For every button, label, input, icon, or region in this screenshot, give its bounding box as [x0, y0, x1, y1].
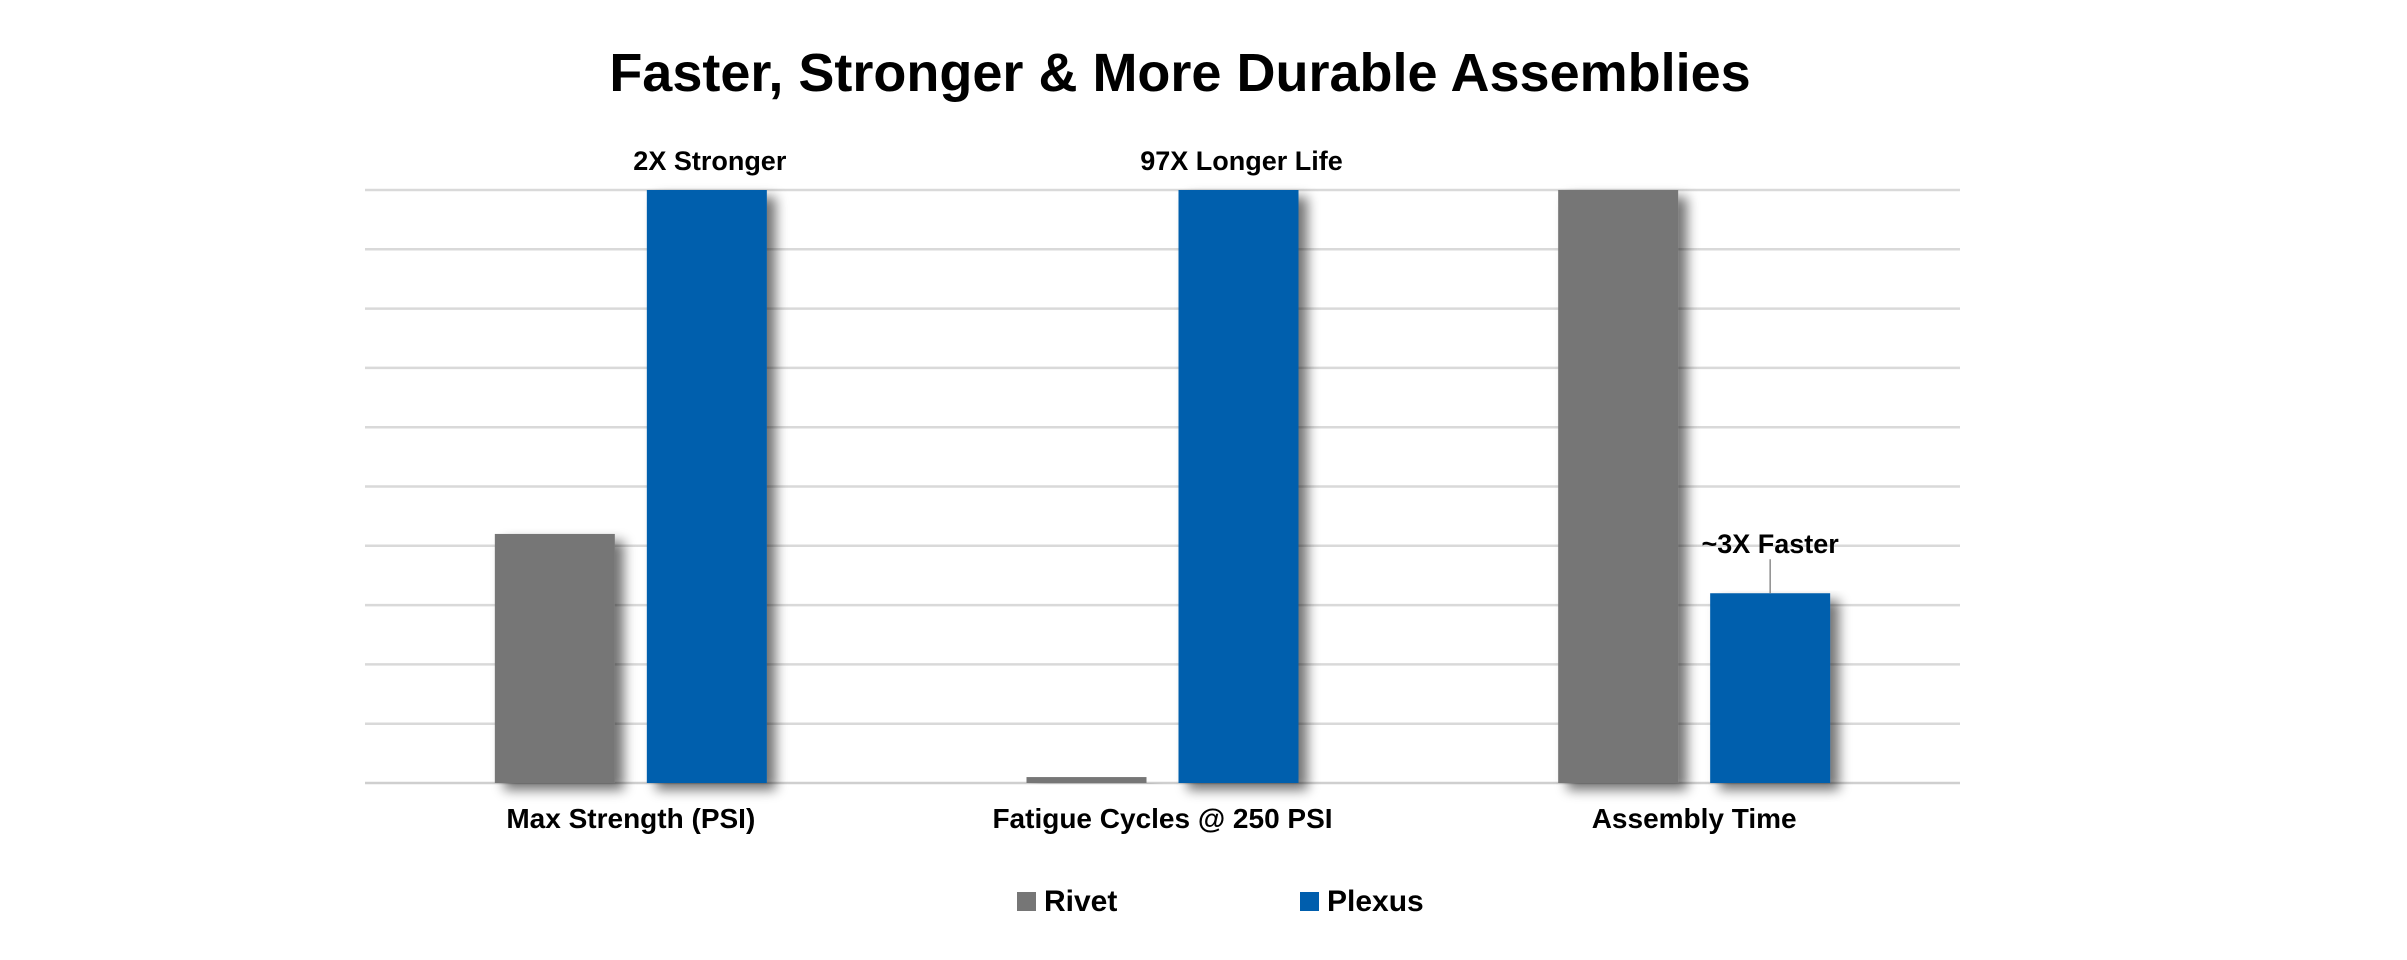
category-labels: Max Strength (PSI) Fatigue Cycles @ 250 P…: [506, 803, 1796, 834]
category-label: Assembly Time: [1592, 803, 1797, 834]
bar-plexus-max-strength-psi: [646, 190, 767, 783]
bar-plexus-fatigue-cycles-250-psi: [1178, 190, 1299, 783]
data-label: ~3X Faster: [1701, 529, 1839, 559]
legend-item-plexus: Plexus: [1300, 885, 1424, 918]
legend-label: Plexus: [1327, 885, 1424, 918]
legend: Rivet Plexus: [1017, 885, 1424, 918]
category-label: Fatigue Cycles @ 250 PSI: [992, 803, 1332, 834]
data-label: 2X Stronger: [633, 146, 787, 176]
bar-rivet-fatigue-cycles-250-psi: [1026, 777, 1147, 783]
data-label: 97X Longer Life: [1140, 146, 1343, 176]
bars: [494, 190, 1831, 783]
gridlines: [365, 188, 1960, 785]
category-label: Max Strength (PSI): [506, 803, 755, 834]
legend-label: Rivet: [1044, 885, 1117, 918]
legend-swatch: [1300, 892, 1319, 911]
legend-item-rivet: Rivet: [1017, 885, 1117, 918]
bar-plexus-assembly-time: [1710, 593, 1831, 783]
bar-rivet-assembly-time: [1558, 190, 1679, 783]
annotations: 2X Stronger 97X Longer Life ~3X Faster: [633, 146, 1839, 594]
chart-title: Faster, Stronger & More Durable Assembli…: [609, 43, 1750, 103]
bar-rivet-max-strength-psi: [494, 533, 615, 783]
legend-swatch: [1017, 892, 1036, 911]
